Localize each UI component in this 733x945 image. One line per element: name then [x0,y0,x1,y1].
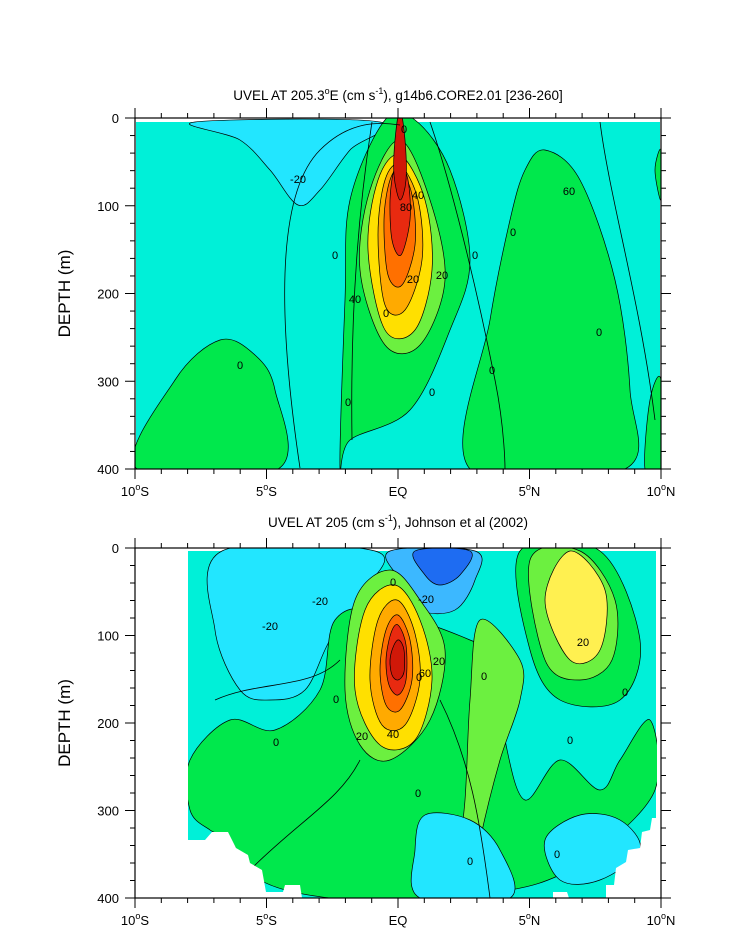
chart-title: UVEL AT 205.3oE (cm s-1), g14b6.CORE2.01… [233,86,562,103]
contour-label: 0 [401,124,407,136]
contour-label: 20 [433,656,445,668]
x-tick-label: 10oN [647,482,676,499]
contour-label: 0 [481,671,487,683]
x-tick-label: 10oS [121,482,149,499]
chart-title: UVEL AT 205 (cm s-1), Johnson et al (200… [268,513,528,530]
contour-fill-green [654,148,661,201]
y-axis-label: DEPTH (m) [55,679,74,767]
no-data-mask [553,892,569,898]
contour-label: 80 [400,202,412,214]
contour-label: 0 [416,672,422,684]
no-data-mask [188,832,302,898]
contour-fill-blue [412,548,473,586]
no-data-mask [657,548,661,898]
contour-label: 60 [419,668,431,680]
contour-label: 0 [510,227,516,239]
contour-fill-darkred [393,118,407,201]
contour-fill-darkred [389,639,406,681]
contour-label: -20 [312,596,328,608]
contour-label: 0 [332,250,338,262]
contour-fill-lightyellow [544,550,608,664]
y-tick-label: 400 [97,891,119,906]
y-tick-label: 200 [97,716,119,731]
contour-fill-green [135,338,289,469]
contour-fill-green [462,149,640,469]
contour-label: 0 [333,694,339,706]
contour-label: 0 [237,360,243,372]
x-tick-label: 5oN [519,482,541,499]
contour-fill-cyan [410,812,516,898]
x-tick-label: EQ [389,484,408,499]
contour-label: 20 [407,274,419,286]
contour-label: -20 [262,621,278,633]
y-tick-label: 0 [112,111,119,126]
contour-label: 20 [577,637,589,649]
contour-label: -20 [418,594,434,606]
y-axis-label: DEPTH (m) [55,250,74,338]
contour-label: 0 [567,735,573,747]
contour-line [284,123,401,469]
contour-line [429,121,506,469]
x-tick-label: 10oN [647,911,676,928]
no-data-mask [137,548,188,898]
contour-line [599,121,656,421]
contour-fill-cyan [189,118,389,207]
contour-label: 0 [429,387,435,399]
plot-area [135,118,661,469]
contour-label: 0 [273,737,279,749]
contour-fill-cyan [206,548,385,701]
y-tick-label: 200 [97,287,119,302]
contour-label: 40 [412,190,424,202]
contour-label: 60 [563,186,575,198]
x-tick-label: 5oN [519,911,541,928]
contour-label: 0 [489,365,495,377]
contour-label: 40 [349,294,361,306]
no-data-mask [606,818,657,898]
y-tick-label: 300 [97,374,119,389]
contour-label: 0 [622,687,628,699]
contour-label: 0 [554,849,560,861]
contour-label: 20 [436,270,448,282]
contour-label: 0 [596,327,602,339]
x-tick-label: 10oS [121,911,149,928]
y-tick-label: 400 [97,462,119,477]
contour-label: 0 [390,577,396,589]
contour-line [351,121,373,441]
contour-line [439,699,491,898]
contour-line [249,759,361,871]
contour-line [214,659,341,701]
plot-area [137,548,661,898]
y-tick-label: 0 [112,541,119,556]
contour-fill-green [644,375,661,469]
y-tick-label: 100 [97,199,119,214]
x-tick-label: 5oS [256,911,277,928]
contour-label: 40 [387,729,399,741]
contour-fill-green [185,607,660,898]
contour-label: 0 [383,308,389,320]
contour-label: 0 [345,397,351,409]
contour-label: 0 [415,788,421,800]
contour-label: -20 [290,174,306,186]
y-tick-label: 300 [97,804,119,819]
contour-label: 20 [356,731,368,743]
x-tick-label: EQ [389,913,408,928]
x-tick-label: 5oS [256,482,277,499]
contour-label: 0 [472,250,478,262]
contour-label: 0 [467,856,473,868]
y-tick-label: 100 [97,629,119,644]
